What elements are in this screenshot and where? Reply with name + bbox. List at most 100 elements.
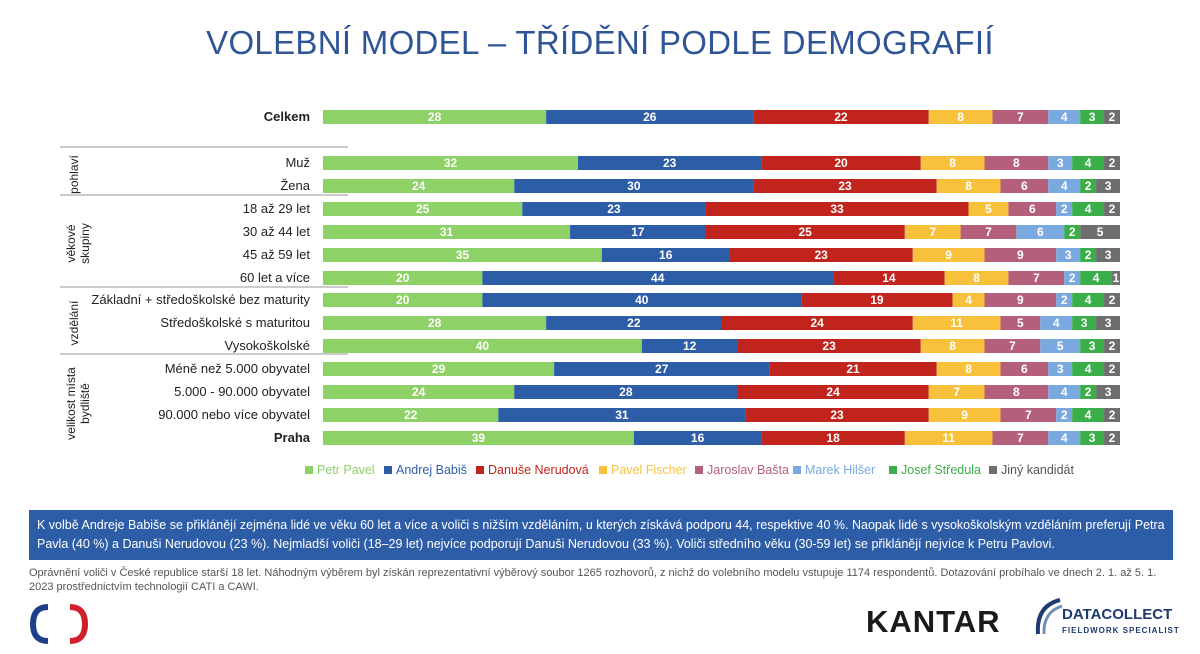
group-label-line: skupiny: [78, 223, 92, 264]
bar-segment: [737, 385, 929, 399]
group-label: pohlaví: [67, 154, 81, 193]
bar-segment: [1008, 271, 1065, 285]
row-label: Základní + středoškolské bez maturity: [91, 292, 310, 307]
row-label: Méně než 5.000 obyvatel: [165, 361, 310, 376]
group-label-line: bydliště: [78, 383, 92, 424]
bar-segment: [1080, 271, 1113, 285]
bar-segment: [1000, 179, 1049, 193]
bar-segment: [904, 431, 993, 445]
bar-value-label: 22: [834, 110, 848, 124]
bar-value-label: 18: [826, 431, 840, 445]
bar-segment: [729, 248, 913, 262]
summary-box: K volbě Andreje Babiše se přiklánějí zej…: [29, 510, 1173, 560]
bar-value-label: 2: [1109, 293, 1116, 307]
bar-segment: [323, 179, 515, 193]
bar-value-label: 8: [965, 179, 972, 193]
bar-segment: [928, 110, 993, 124]
bar-value-label: 8: [1013, 385, 1020, 399]
bar-segment: [936, 362, 1001, 376]
bar-segment: [323, 339, 642, 353]
legend-swatch: [476, 466, 484, 474]
datacollect-subtitle: FIELDWORK SPECIALIST: [1062, 626, 1180, 635]
bar-value-label: 3: [1089, 431, 1096, 445]
bar-value-label: 22: [627, 316, 641, 330]
bar-segment: [1056, 408, 1073, 422]
bar-segment: [1048, 156, 1073, 170]
bar-value-label: 9: [1017, 293, 1024, 307]
bar-value-label: 29: [432, 362, 446, 376]
bar-segment: [546, 316, 722, 330]
bar-value-label: 35: [456, 248, 470, 262]
stacked-bar-chart: Celkem Muž Žena 18 až 29 let 30 až 44 let 45 …: [60, 109, 1120, 477]
bar-segment: [1056, 293, 1073, 307]
bar-value-label: 7: [985, 225, 992, 239]
bar-value-label: 3: [1081, 316, 1088, 330]
bar-segment: [1000, 362, 1049, 376]
legend-label: Pavel Fischer: [611, 463, 687, 477]
bar-segment: [323, 202, 523, 216]
bar-segment: [1104, 431, 1120, 445]
bar-value-label: 2: [1085, 385, 1092, 399]
row-label: 90.000 nebo více obyvatel: [158, 407, 310, 422]
row-label: 5.000 - 90.000 obyvatel: [174, 384, 310, 399]
bar-segment: [323, 408, 499, 422]
row-label: Středoškolské s maturitou: [160, 315, 310, 330]
bar-value-label: 24: [412, 385, 426, 399]
bar-segment: [323, 431, 634, 445]
legend-label: Jiný kandidát: [1001, 463, 1074, 477]
bar-value-label: 9: [961, 408, 968, 422]
bar-segment: [1104, 156, 1120, 170]
bar-segment: [745, 408, 929, 422]
bar-segment: [1040, 316, 1073, 330]
bar-segment: [1016, 225, 1065, 239]
group-label: vzdělání: [67, 300, 81, 345]
row-label: 18 až 29 let: [243, 201, 311, 216]
bar-value-label: 6: [1021, 362, 1028, 376]
row-label: 30 až 44 let: [243, 224, 311, 239]
group-label-line: věkové: [64, 224, 78, 262]
bar-value-label: 27: [655, 362, 669, 376]
bar-segment: [1056, 248, 1081, 262]
bar-value-label: 40: [635, 293, 649, 307]
bar-value-label: 2: [1069, 271, 1076, 285]
row-label: Vysokoškolské: [225, 338, 311, 353]
bar-value-label: 8: [957, 110, 964, 124]
bar-segment: [944, 271, 1009, 285]
bar-value-label: 4: [1085, 202, 1092, 216]
bar-value-label: 16: [691, 431, 705, 445]
bar-segment: [1048, 385, 1081, 399]
legend-swatch: [793, 466, 801, 474]
bar-segment: [1096, 316, 1120, 330]
bar-value-label: 20: [396, 271, 410, 285]
bar-segment: [920, 156, 985, 170]
bar-segment: [936, 179, 1001, 193]
bar-value-label: 3: [1065, 248, 1072, 262]
bar-segment: [323, 110, 547, 124]
bar-value-label: 5: [1017, 316, 1024, 330]
bar-segment: [1080, 248, 1097, 262]
bar-segment: [323, 293, 483, 307]
bar-value-label: 3: [1057, 156, 1064, 170]
bar-segment: [1048, 362, 1073, 376]
bar-value-label: 4: [1085, 362, 1092, 376]
bar-value-label: 44: [651, 271, 665, 285]
bar-segment: [737, 339, 921, 353]
bar-value-label: 2: [1109, 339, 1116, 353]
bar-value-label: 8: [965, 362, 972, 376]
bar-value-label: 8: [1013, 156, 1020, 170]
bar-segment: [514, 385, 738, 399]
bar-segment: [482, 271, 834, 285]
bar-value-label: 7: [1025, 408, 1032, 422]
bar-segment: [482, 293, 802, 307]
legend-swatch: [384, 466, 392, 474]
bar-value-label: 22: [404, 408, 418, 422]
bar-value-label: 32: [444, 156, 458, 170]
bar-value-label: 6: [1021, 179, 1028, 193]
bar-value-label: 3: [1089, 339, 1096, 353]
bar-value-label: 5: [985, 202, 992, 216]
bar-segment: [1072, 202, 1105, 216]
footnote: Oprávnění voliči v České republice starš…: [29, 567, 1157, 593]
bar-value-label: 23: [814, 248, 828, 262]
bar-segment: [1040, 339, 1081, 353]
row-label: Muž: [285, 155, 310, 170]
